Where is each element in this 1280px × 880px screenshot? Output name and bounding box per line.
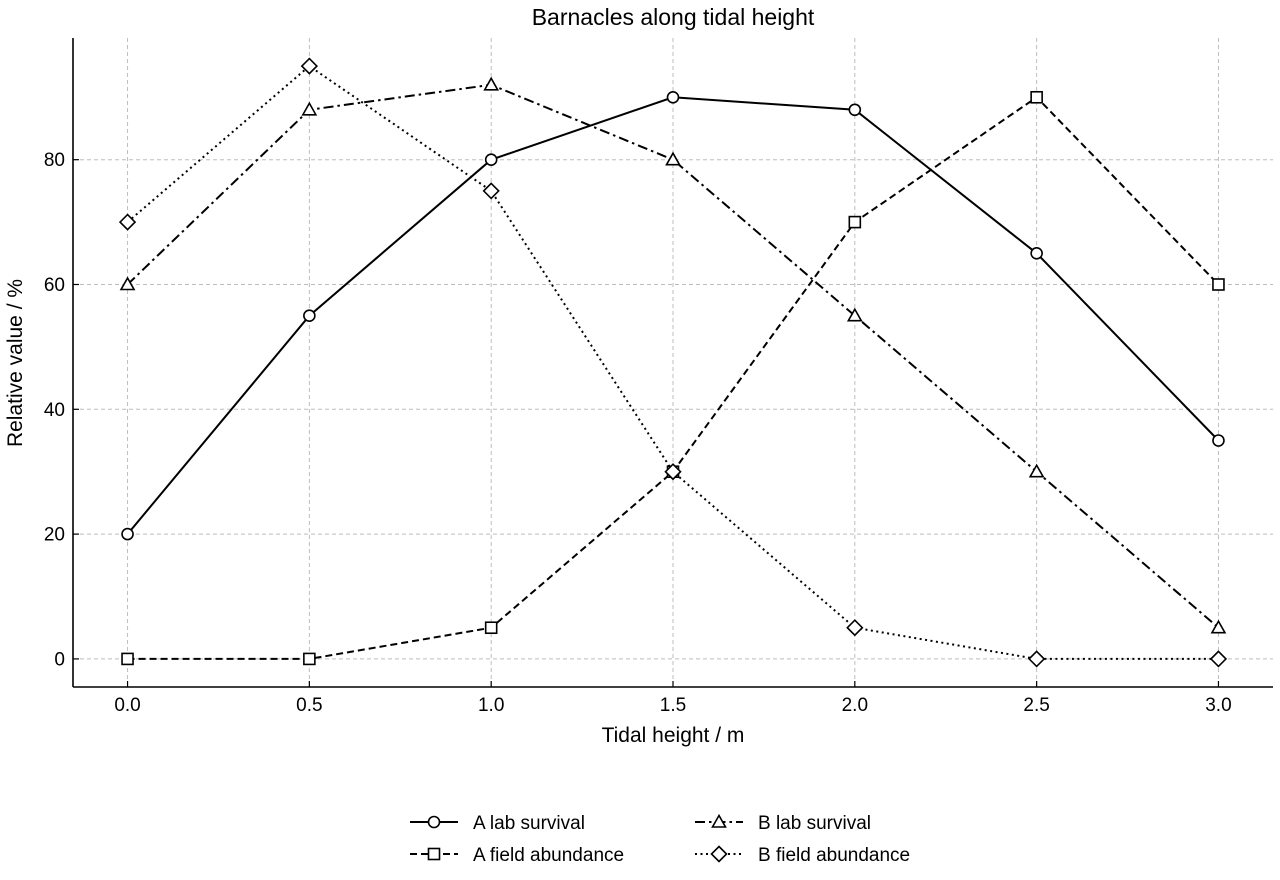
data-point — [301, 101, 318, 116]
y-tick-label: 20 — [44, 525, 65, 546]
y-ticks: 0 20 40 60 80 — [44, 150, 79, 670]
legend-label: A lab survival — [473, 813, 585, 834]
y-tick-label: 60 — [44, 275, 65, 296]
legend-marker — [427, 847, 441, 861]
series-group — [118, 57, 1228, 668]
data-point — [666, 90, 680, 104]
data-point — [848, 215, 862, 229]
x-tick-label: 1.5 — [660, 695, 686, 716]
legend-marker — [710, 845, 728, 863]
x-tick-label: 1.0 — [478, 695, 504, 716]
data-point — [1030, 246, 1043, 260]
x-tick-label: 0.5 — [296, 695, 322, 716]
legend-item: B field abundance — [695, 845, 910, 866]
data-point — [846, 307, 863, 322]
data-point — [303, 652, 316, 666]
x-ticks: 0.0 0.5 1.0 1.5 2.0 2.5 3.0 — [114, 681, 1232, 716]
data-point — [300, 57, 318, 75]
legend-label: B lab survival — [758, 813, 871, 834]
data-point — [665, 151, 681, 166]
legend-marker — [427, 815, 441, 829]
series-2 — [119, 76, 1227, 634]
x-tick-label: 2.5 — [1023, 695, 1049, 716]
legend-item: A field abundance — [410, 845, 624, 866]
series-0 — [121, 90, 1225, 541]
data-point — [484, 621, 498, 635]
data-point — [1210, 619, 1227, 634]
data-point — [846, 619, 864, 637]
data-point — [1209, 650, 1228, 668]
data-point — [1028, 650, 1046, 668]
data-point — [1028, 463, 1045, 478]
data-point — [664, 463, 682, 481]
legend-item: B lab survival — [695, 813, 871, 834]
legend-label: A field abundance — [473, 845, 624, 866]
data-point — [484, 153, 498, 166]
data-point — [121, 652, 134, 666]
legend-item: A lab survival — [410, 813, 585, 834]
x-tick-label: 3.0 — [1205, 695, 1231, 716]
data-point — [1030, 90, 1043, 104]
y-tick-label: 80 — [44, 150, 65, 171]
chart-title: Barnacles along tidal height — [532, 4, 815, 30]
series-3 — [118, 57, 1228, 668]
x-tick-label: 2.0 — [842, 695, 868, 716]
data-point — [1212, 278, 1225, 291]
legend-marker — [711, 813, 727, 828]
data-point — [1212, 434, 1225, 447]
y-axis-label: Relative value / % — [4, 279, 27, 447]
data-point — [303, 309, 316, 322]
data-point — [119, 276, 136, 291]
y-tick-label: 0 — [54, 649, 65, 670]
legend: A lab survival A field abundance B lab sur… — [410, 813, 910, 866]
y-tick-label: 40 — [44, 400, 65, 421]
legend-label: B field abundance — [758, 845, 910, 866]
data-point — [482, 182, 500, 200]
data-point — [848, 103, 862, 117]
data-point — [121, 527, 134, 541]
x-tick-label: 0.0 — [114, 695, 140, 716]
grid — [73, 38, 1273, 687]
data-point — [483, 76, 500, 91]
data-point — [118, 213, 137, 231]
x-axis-label: Tidal height / m — [602, 724, 745, 747]
